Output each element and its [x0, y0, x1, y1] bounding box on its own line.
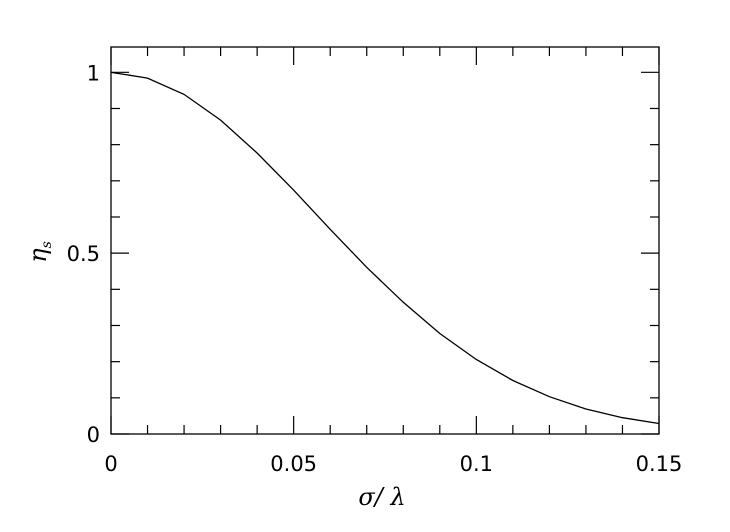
x-tick-label: 0.05 — [270, 452, 317, 476]
ticks — [110, 47, 660, 435]
x-tick-label: 0 — [104, 452, 117, 476]
x-tick-label: 0.1 — [460, 452, 493, 476]
series-line — [110, 71, 660, 425]
y-tick-labels: 00.51 — [67, 61, 100, 447]
x-tick-labels: 0 0.05 0.1 0.15 — [104, 452, 682, 476]
svg-text:ηs: ηs — [24, 241, 55, 263]
plot-frame — [110, 46, 660, 435]
x-tick-label: 0.15 — [636, 452, 683, 476]
y-tick-label: 0.5 — [67, 242, 100, 266]
y-tick-label: 1 — [87, 61, 100, 85]
y-axis-label: ηs — [24, 241, 55, 263]
x-axis-label: σ/ λ — [358, 483, 405, 511]
y-tick-label: 0 — [87, 423, 100, 447]
